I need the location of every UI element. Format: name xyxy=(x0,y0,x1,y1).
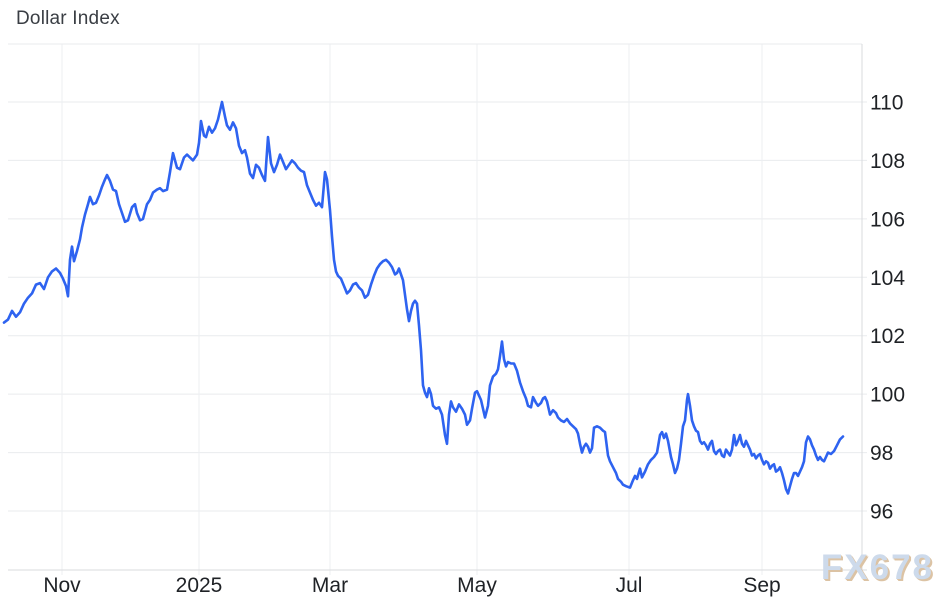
x-axis-label: Jul xyxy=(616,574,643,597)
chart-title: Dollar Index xyxy=(16,8,120,29)
y-axis-label: 108 xyxy=(870,150,905,173)
fx678-watermark: FX678 xyxy=(820,548,934,587)
x-axis-label: May xyxy=(457,574,497,597)
y-axis-label: 96 xyxy=(870,500,893,523)
x-axis-label: 2025 xyxy=(176,574,223,597)
y-axis-label: 110 xyxy=(870,92,903,115)
y-axis-label: 104 xyxy=(870,267,905,290)
y-axis-label: 106 xyxy=(870,208,905,231)
x-axis-label: Sep xyxy=(743,574,780,597)
dollar-index-line[interactable] xyxy=(2,100,845,495)
x-axis-label: Nov xyxy=(43,574,81,597)
y-axis-label: 98 xyxy=(870,442,893,465)
y-axis-label: 100 xyxy=(870,384,905,407)
y-axis-label: 102 xyxy=(870,325,905,348)
x-axis-label: Mar xyxy=(312,574,348,597)
